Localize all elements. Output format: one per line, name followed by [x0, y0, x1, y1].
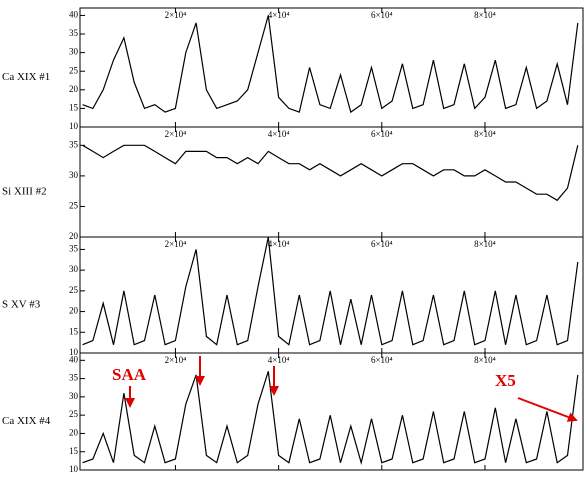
x-tick-label: 4×10⁴	[268, 129, 290, 139]
y-tick-label: 20	[69, 231, 79, 241]
x-tick-label: 6×10⁴	[371, 239, 393, 249]
x-tick-label: 2×10⁴	[165, 10, 187, 20]
y-tick-label: 35	[69, 243, 79, 253]
x-tick-label: 8×10⁴	[474, 239, 496, 249]
x-tick-label: 6×10⁴	[371, 10, 393, 20]
y-tick-label: 15	[69, 446, 79, 456]
x-tick-label: 4×10⁴	[268, 10, 290, 20]
y-tick-label: 35	[69, 28, 79, 38]
x-tick-label: 4×10⁴	[268, 355, 290, 365]
y-tick-label: 20	[69, 84, 79, 94]
y-tick-label: 35	[69, 139, 79, 149]
x-tick-label: 2×10⁴	[165, 355, 187, 365]
x-tick-label: 2×10⁴	[165, 129, 187, 139]
y-tick-label: 15	[69, 326, 79, 336]
x-tick-label: 6×10⁴	[371, 355, 393, 365]
y-tick-label: 25	[69, 285, 79, 295]
x-tick-label: 6×10⁴	[371, 129, 393, 139]
panel-label: Ca XIX #4	[2, 415, 51, 427]
x-tick-label: 8×10⁴	[474, 355, 496, 365]
panel-frame	[79, 7, 584, 128]
y-tick-label: 10	[69, 464, 79, 474]
annotation: SAA	[112, 365, 147, 384]
y-tick-label: 15	[69, 102, 79, 112]
data-line	[82, 236, 579, 346]
y-tick-label: 30	[69, 391, 79, 401]
x-tick-label: 8×10⁴	[474, 10, 496, 20]
panel-label: Ca XIX #1	[2, 71, 50, 83]
y-tick-label: 10	[69, 347, 79, 357]
y-tick-label: 30	[69, 47, 79, 57]
x-tick-label: 2×10⁴	[165, 239, 187, 249]
y-tick-label: 25	[69, 65, 79, 75]
y-tick-label: 10	[69, 121, 79, 131]
panel-frame	[79, 352, 584, 471]
annotation: X5	[495, 371, 516, 390]
y-tick-label: 20	[69, 428, 79, 438]
y-tick-label: 25	[69, 201, 79, 211]
y-tick-label: 25	[69, 409, 79, 419]
y-tick-label: 30	[69, 170, 79, 180]
panel-label: Si XIII #2	[2, 186, 47, 198]
x-tick-label: 8×10⁴	[474, 129, 496, 139]
y-tick-label: 35	[69, 373, 79, 383]
y-tick-label: 40	[69, 10, 79, 20]
x-tick-label: 4×10⁴	[268, 239, 290, 249]
data-line	[82, 144, 579, 202]
data-line	[82, 15, 579, 114]
y-tick-label: 20	[69, 306, 79, 316]
y-tick-label: 30	[69, 264, 79, 274]
data-line	[82, 371, 579, 466]
y-tick-label: 40	[69, 354, 79, 364]
annotation-arrow	[517, 397, 578, 422]
panel-label: S XV #3	[2, 299, 41, 311]
